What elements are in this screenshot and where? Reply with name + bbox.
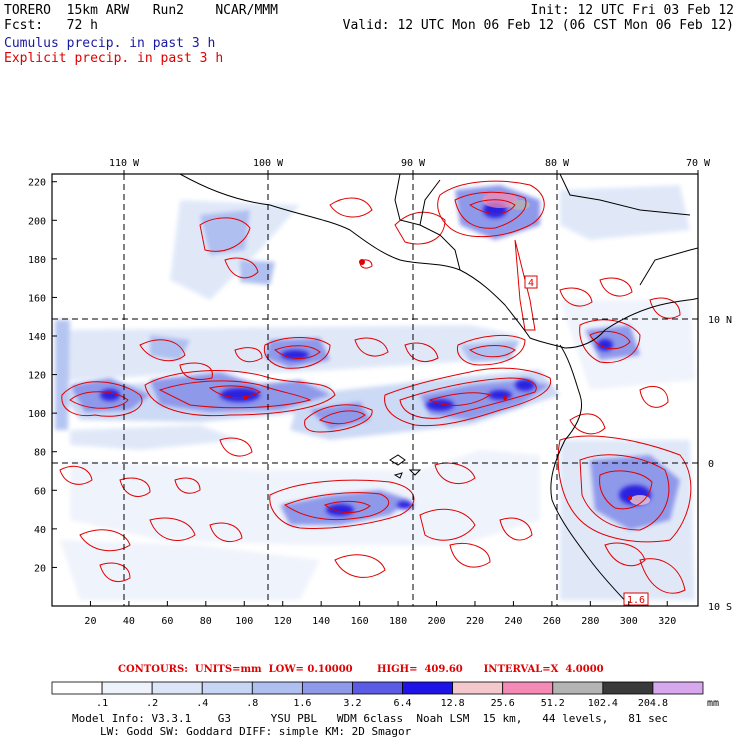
- contour-box-label-4: 4: [524, 275, 538, 289]
- colorbar-swatch: [602, 681, 654, 695]
- colorbar-level-label: 1.6: [293, 698, 311, 709]
- colorbar-swatch: [402, 681, 454, 695]
- model-info-line2: LW: Godd SW: Goddard DIFF: simple KM: 2D…: [100, 725, 412, 738]
- longitude-label: 100 W: [253, 158, 284, 169]
- latitude-label: 0: [708, 459, 714, 470]
- x-tick-label: 160: [351, 616, 369, 627]
- y-tick-label: 200: [28, 216, 46, 227]
- colorbar-level-label: 51.2: [541, 698, 565, 709]
- lat-lon-grid: [52, 174, 698, 606]
- init-time: Init: 12 UTC Fri 03 Feb 12: [530, 3, 735, 18]
- svg-text:4: 4: [528, 278, 534, 289]
- y-tick-label: 220: [28, 178, 46, 189]
- precip-colorbar: .1 .2 .4 .8 1.6 3.2 6.4 12.8 25.6 51.2 102.4 204.8 m…: [51, 681, 719, 709]
- x-tick-label: 80: [200, 616, 212, 627]
- colorbar-swatch: [151, 681, 203, 695]
- colorbar-level-label: .8: [246, 698, 258, 709]
- colorbar-swatch: [452, 681, 504, 695]
- cumulus-precip-label: Cumulus precip. in past 3 h: [4, 36, 216, 51]
- map-frame: [51, 173, 699, 607]
- x-tick-label: 140: [312, 616, 330, 627]
- y-tick-label: 180: [28, 255, 46, 266]
- colorbar-swatch: [301, 681, 353, 695]
- y-tick-label: 80: [34, 448, 46, 459]
- x-tick-label: 20: [84, 616, 96, 627]
- x-tick-label: 100: [235, 616, 253, 627]
- y-tick-label: 60: [34, 486, 46, 497]
- x-tick-label: 120: [274, 616, 292, 627]
- svg-text:1.6: 1.6: [627, 595, 645, 606]
- longitude-labels: 110 W 100 W 90 W 80 W 70 W: [109, 158, 711, 174]
- colorbar-swatch: [101, 681, 153, 695]
- x-tick-label: 280: [581, 616, 599, 627]
- contour-info: CONTOURS: UNITS=mm LOW= 0.10000 HIGH= 40…: [118, 664, 604, 675]
- colorbar-level-label: 25.6: [491, 698, 515, 709]
- longitude-label: 70 W: [686, 158, 711, 169]
- x-tick-label: 180: [389, 616, 407, 627]
- colorbar-swatch: [502, 681, 554, 695]
- y-tick-label: 140: [28, 332, 46, 343]
- colorbar-swatch: [652, 681, 704, 695]
- x-tick-label: 200: [427, 616, 445, 627]
- contour-box-label-1-6: 1.6: [623, 592, 649, 606]
- y-tick-label: 100: [28, 409, 46, 420]
- explicit-precip-label: Explicit precip. in past 3 h: [4, 51, 224, 66]
- latitude-label: 10 S: [708, 602, 732, 613]
- colorbar-level-label: 12.8: [441, 698, 465, 709]
- colorbar-level-label: .4: [196, 698, 208, 709]
- colorbar-level-label: .2: [146, 698, 158, 709]
- x-tick-label: 320: [658, 616, 676, 627]
- colorbar-level-label: 3.2: [343, 698, 361, 709]
- latitude-label: 10 N: [708, 315, 732, 326]
- y-tick-label: 20: [34, 563, 46, 574]
- map-plot-area: [55, 174, 698, 606]
- colorbar-swatch: [201, 681, 253, 695]
- colorbar-level-label: 6.4: [394, 698, 412, 709]
- longitude-label: 110 W: [109, 158, 140, 169]
- y-tick-label: 160: [28, 293, 46, 304]
- colorbar-level-label: 102.4: [588, 698, 618, 709]
- colorbar-level-label: 204.8: [638, 698, 668, 709]
- colorbar-swatch: [352, 681, 403, 695]
- x-tick-label: 40: [123, 616, 135, 627]
- x-tick-label: 60: [161, 616, 173, 627]
- forecast-hour: Fcst: 72 h: [4, 18, 98, 33]
- x-tick-label: 300: [620, 616, 638, 627]
- longitude-label: 90 W: [401, 158, 426, 169]
- colorbar-unit: mm: [707, 698, 719, 709]
- x-tick-label: 220: [466, 616, 484, 627]
- valid-time: Valid: 12 UTC Mon 06 Feb 12 (06 CST Mon …: [342, 18, 734, 33]
- y-tick-label: 120: [28, 371, 46, 382]
- colorbar-level-label: .1: [96, 698, 108, 709]
- x-axis: 20 40 60 80 100 120 140 160 180 200 220 240 260 280 30…: [84, 601, 676, 627]
- model-title: TORERO 15km ARW Run2 NCAR/MMM: [4, 3, 278, 18]
- y-axis: 20 40 60 80 100 120 140 160 180 200 220: [28, 178, 57, 574]
- colorbar-swatch: [251, 681, 303, 695]
- longitude-label: 80 W: [545, 158, 570, 169]
- y-tick-label: 40: [34, 525, 46, 536]
- colorbar-swatch: [51, 681, 103, 695]
- latitude-labels: 10 N 0 10 S: [708, 315, 732, 613]
- x-tick-label: 260: [543, 616, 561, 627]
- model-info-line1: Model Info: V3.3.1 G3 YSU PBL WDM 6class…: [72, 712, 669, 725]
- colorbar-swatch: [552, 681, 604, 695]
- x-tick-label: 240: [504, 616, 522, 627]
